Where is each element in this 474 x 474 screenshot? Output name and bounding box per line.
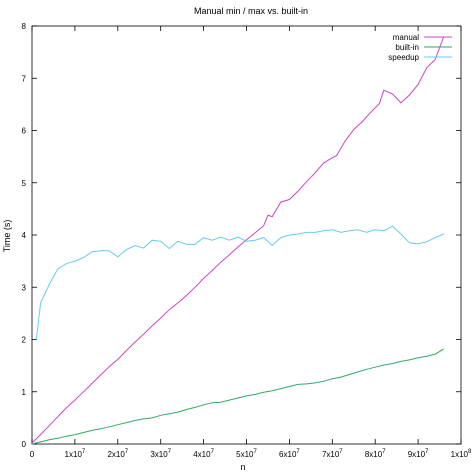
y-axis-label: Time (s) bbox=[2, 220, 12, 253]
series-line-manual bbox=[31, 36, 445, 444]
x-axis-label: n bbox=[240, 462, 245, 472]
legend-label-speedup: speedup bbox=[388, 53, 419, 62]
x-tick-label: 2x107 bbox=[107, 449, 128, 459]
x-tick-label: 7x107 bbox=[322, 449, 343, 459]
x-tick-label: 0 bbox=[30, 450, 35, 459]
y-tick-label: 3 bbox=[22, 283, 27, 292]
x-tick-label: 8x107 bbox=[365, 449, 386, 459]
y-tick-label: 4 bbox=[22, 231, 27, 240]
series-line-built-in bbox=[31, 348, 445, 445]
y-tick-label: 7 bbox=[22, 74, 27, 83]
x-tick-label: 1x107 bbox=[65, 449, 86, 459]
y-tick-label: 8 bbox=[22, 22, 27, 31]
x-tick-label: 1x108 bbox=[451, 449, 472, 459]
plot-frame bbox=[31, 25, 462, 445]
legend-label-built-in: built-in bbox=[395, 43, 419, 52]
y-tick-label: 6 bbox=[22, 127, 27, 136]
x-tick-label: 5x107 bbox=[236, 449, 257, 459]
y-tick-label: 2 bbox=[22, 336, 27, 345]
x-tick-label: 6x107 bbox=[279, 449, 300, 459]
chart-title: Manual min / max vs. built-in bbox=[194, 6, 308, 16]
x-tick-label: 4x107 bbox=[193, 449, 214, 459]
x-tick-label: 9x107 bbox=[408, 449, 429, 459]
x-tick-label: 3x107 bbox=[150, 449, 171, 459]
y-tick-label: 5 bbox=[22, 179, 27, 188]
series-lines bbox=[31, 36, 445, 445]
series-line-speedup bbox=[35, 225, 444, 340]
legend-label-manual: manual bbox=[393, 33, 419, 42]
y-tick-label: 0 bbox=[22, 440, 27, 449]
y-tick-label: 1 bbox=[22, 388, 27, 397]
axis-ticks: 0 1x107 2x107 3x107 4x107 5x107 6x107 7x107 8x10… bbox=[22, 22, 472, 459]
